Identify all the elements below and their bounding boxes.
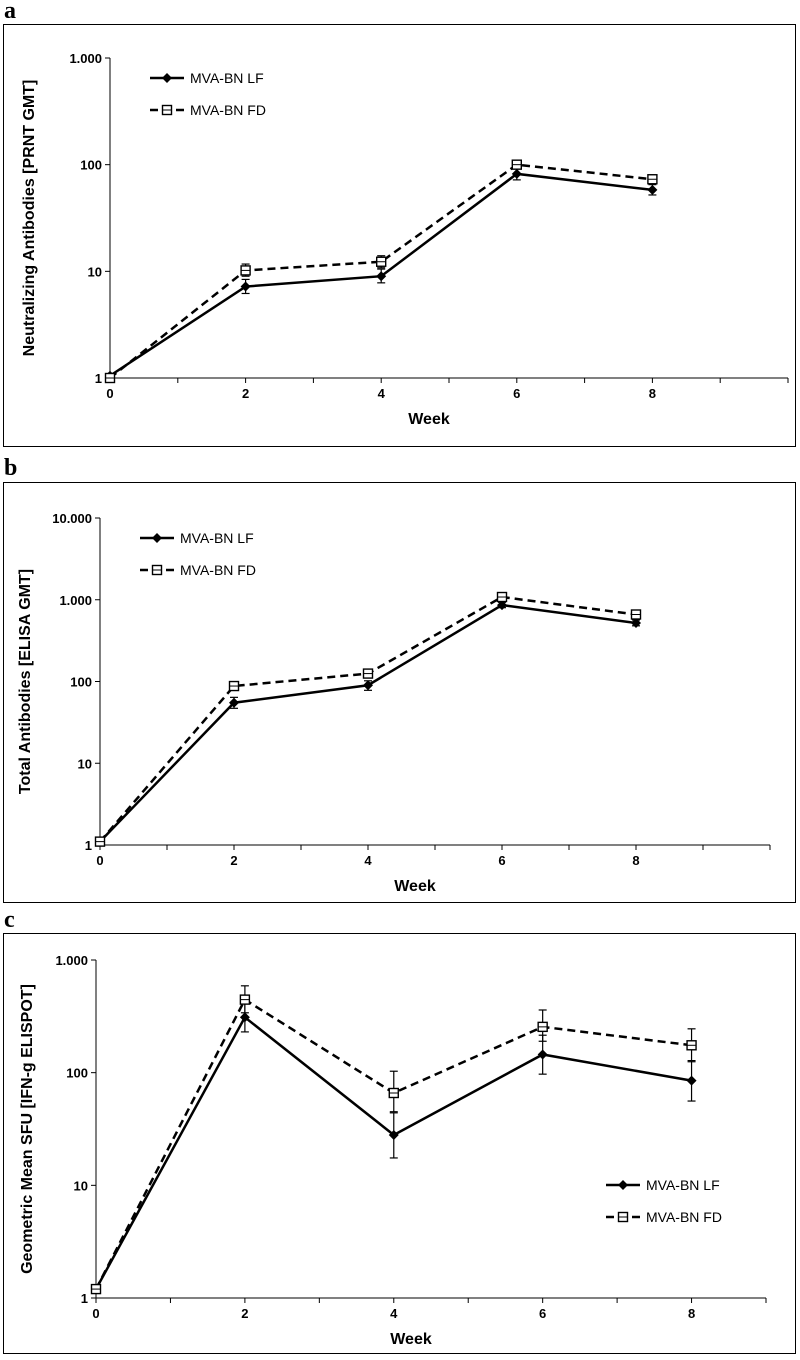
panel-a-series-fd-point <box>104 372 116 384</box>
panel-c-x-tick-label: 4 <box>390 1306 398 1321</box>
panel-c-x-axis-label: Week <box>390 1331 432 1348</box>
panel-label-a: a <box>4 0 16 24</box>
panel-a-series-lf-point <box>511 168 522 179</box>
panel-b-x-tick-label: 8 <box>632 853 639 868</box>
panel-a-x-tick-label: 2 <box>242 386 249 401</box>
panel-b-y-axis-label: Total Antibodies [ELISA GMT] <box>17 569 34 794</box>
panel-c-y-tick-label: 10 <box>74 1178 88 1193</box>
panel-c-legend-lf-marker <box>618 1180 628 1190</box>
panel-a-x-tick-label: 8 <box>649 386 656 401</box>
panel-a-series-fd-point <box>511 159 522 170</box>
panel-a-series-fd-point <box>376 256 387 267</box>
panel-b-legend-lf-label: MVA-BN LF <box>180 530 254 546</box>
panel-a-x-axis-label: Week <box>408 411 450 428</box>
panel-b-frame <box>3 482 796 903</box>
panel-c-y-tick-label: 100 <box>66 1066 88 1081</box>
panel-c-frame <box>3 933 796 1354</box>
panel-b-x-axis-label: Week <box>394 878 436 895</box>
panel-a-series-fd-point <box>240 265 251 276</box>
panel-b-x-tick-label: 0 <box>96 853 103 868</box>
panel-label-c: c <box>4 907 15 933</box>
panel-c-y-axis-label: Geometric Mean SFU [IFN-g ELISPOT] <box>19 984 36 1274</box>
panel-a-x-tick-label: 0 <box>106 386 113 401</box>
panel-a-x-tick-label: 6 <box>513 386 520 401</box>
panel-c-x-tick-label: 0 <box>92 1306 99 1321</box>
panel-c-series-fd-point <box>239 994 251 1005</box>
panel-b-series-fd-point <box>630 609 642 620</box>
panel-c-x-tick-label: 6 <box>539 1306 546 1321</box>
panel-a-legend-fd-label: MVA-BN FD <box>190 102 266 118</box>
panel-c-series-fd-point <box>686 1040 697 1051</box>
panel-a-x-tick-label: 4 <box>378 386 386 401</box>
panel-c-series-fd-point <box>90 1283 102 1295</box>
panel-b-x-tick-label: 6 <box>498 853 505 868</box>
panel-b-series-lf-point <box>631 617 641 628</box>
panel-a-series-fd-point <box>647 174 658 185</box>
panel-c-series-lf-point <box>388 1129 399 1140</box>
panel-b-y-tick-label: 10 <box>78 756 92 771</box>
panel-a-frame <box>3 24 796 447</box>
panel-b-series-lf-line <box>99 603 637 843</box>
panel-a-legend-lf-label: MVA-BN LF <box>190 70 264 86</box>
panel-a-y-tick-label: 10 <box>88 264 102 279</box>
panel-a-legend-fd-marker <box>161 104 173 116</box>
panel-b-series-fd-point <box>94 836 106 847</box>
panel-a-series-lf-point <box>376 271 387 282</box>
panel-a-y-axis-label: Neutralizing Antibodies [PRNT GMT] <box>21 80 38 357</box>
panel-b-series-fd-point <box>362 668 374 679</box>
panel-b-legend-lf-marker <box>152 533 162 543</box>
panel-c-series-fd-point <box>537 1021 548 1033</box>
panel-c-legend-fd-marker <box>617 1211 629 1223</box>
panel-c-series-fd-point <box>388 1087 399 1099</box>
panel-b-legend-fd-marker <box>151 564 163 576</box>
panel-a-series-fd-line <box>109 163 653 379</box>
panel-c-series-lf-point <box>239 1012 250 1023</box>
panel-b-series-fd-point <box>228 680 240 692</box>
panel-b-legend-fd-label: MVA-BN FD <box>180 562 256 578</box>
panel-a-series-lf-point <box>240 281 251 292</box>
panel-b-y-tick-label: 1 <box>85 838 92 853</box>
panel-b-series-fd-line <box>99 595 637 843</box>
panel-a-y-tick-label: 1 <box>95 371 102 386</box>
panel-b-y-tick-label: 10.000 <box>52 511 92 526</box>
panel-c-legend-lf-label: MVA-BN LF <box>646 1177 720 1193</box>
panel-b-x-tick-label: 2 <box>230 853 237 868</box>
panel-a-y-tick-label: 100 <box>80 158 102 173</box>
panel-b-y-tick-label: 1.000 <box>59 593 92 608</box>
panel-c-legend-fd-label: MVA-BN FD <box>646 1209 722 1225</box>
panel-label-b: b <box>4 455 18 481</box>
panel-a-series-lf-point <box>647 184 658 195</box>
panel-c-y-tick-label: 1 <box>81 1291 88 1306</box>
panel-c-x-tick-label: 2 <box>241 1306 248 1321</box>
panel-c-series-lf-point <box>686 1075 697 1086</box>
panel-b-series-lf-point <box>363 680 373 691</box>
panel-a-y-tick-label: 1.000 <box>69 51 102 66</box>
panel-b-series-lf-point <box>497 600 507 611</box>
panel-b-series-lf-point <box>229 697 239 708</box>
panel-c-series-lf-point <box>537 1049 548 1060</box>
panel-b-x-tick-label: 4 <box>364 853 372 868</box>
panel-a-legend-lf-marker <box>162 73 172 83</box>
panel-c-y-tick-label: 1.000 <box>55 953 88 968</box>
panel-b-series-fd-point <box>496 591 508 603</box>
panel-b-y-tick-label: 100 <box>70 675 92 690</box>
panel-c-x-tick-label: 8 <box>688 1306 695 1321</box>
